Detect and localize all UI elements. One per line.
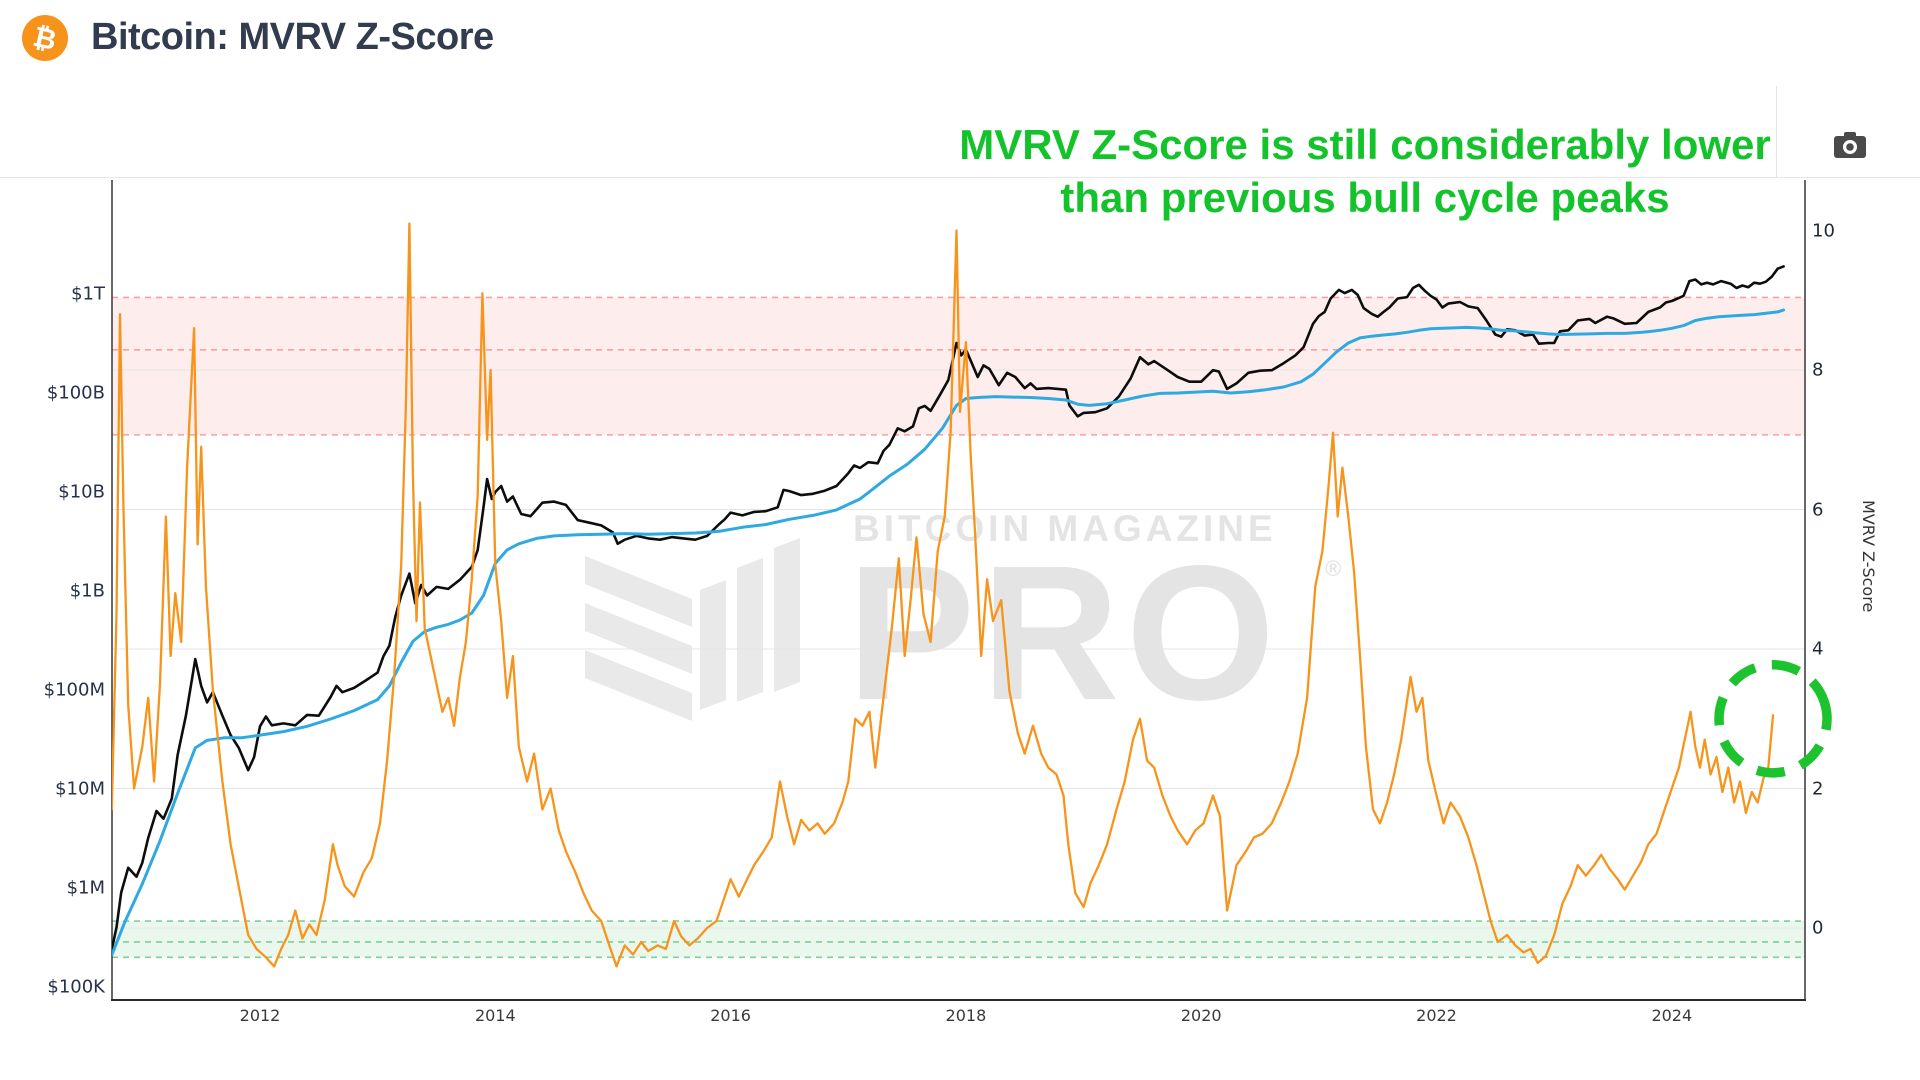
current-value-highlight-circle: [1714, 660, 1832, 778]
bitcoin-logo-icon: ₿: [22, 15, 68, 61]
market-value-line: [112, 265, 1785, 951]
undervalued-zone: [112, 921, 1805, 958]
annotation-line-2: than previous bull cycle peaks: [1060, 174, 1670, 221]
watermark-brand: BITCOIN MAGAZINE: [853, 508, 1277, 549]
watermark: BITCOIN MAGAZINE PRO ®: [847, 508, 1341, 729]
watermark-registered-mark: ®: [1325, 556, 1342, 581]
annotation-line-1: MVRV Z-Score is still considerably lower: [959, 121, 1771, 168]
toolbar-divider: [1776, 86, 1777, 177]
mvrv-z-score-line: [112, 222, 1775, 968]
chart-toolbar: [0, 86, 1920, 178]
page-title: Bitcoin: MVRV Z-Score: [91, 16, 494, 58]
app-header: ₿ Bitcoin: MVRV Z-Score: [0, 0, 1920, 87]
camera-icon: [1834, 132, 1866, 158]
annotation-text: MVRV Z-Score is still considerably lower…: [954, 118, 1776, 224]
screenshot-camera-button[interactable]: [1832, 130, 1868, 160]
